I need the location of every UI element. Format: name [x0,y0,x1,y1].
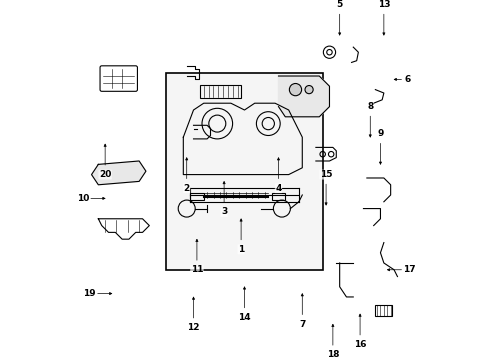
Text: 7: 7 [299,320,305,329]
Text: 8: 8 [366,102,373,111]
Text: 19: 19 [83,289,96,298]
Text: 3: 3 [221,207,227,216]
Polygon shape [278,76,329,117]
Bar [166,73,322,270]
Text: 1: 1 [238,245,244,254]
Text: 16: 16 [353,340,366,349]
Text: 9: 9 [377,129,383,138]
Text: 11: 11 [190,265,203,274]
Text: 10: 10 [77,194,89,203]
Text: 17: 17 [402,265,415,274]
Bar [271,193,285,200]
Text: 20: 20 [99,170,111,179]
Text: 14: 14 [238,313,250,322]
Circle shape [305,86,312,94]
Bar [375,305,391,316]
Text: 18: 18 [326,350,339,359]
Text: 5: 5 [336,0,342,9]
Text: 2: 2 [183,184,189,193]
Circle shape [289,84,301,96]
Bar [190,193,203,200]
Text: 12: 12 [187,323,200,332]
Text: 13: 13 [377,0,389,9]
Text: 15: 15 [319,170,332,179]
Text: 4: 4 [275,184,281,193]
Text: 6: 6 [404,75,410,84]
Bar [200,85,241,98]
Polygon shape [91,161,145,185]
